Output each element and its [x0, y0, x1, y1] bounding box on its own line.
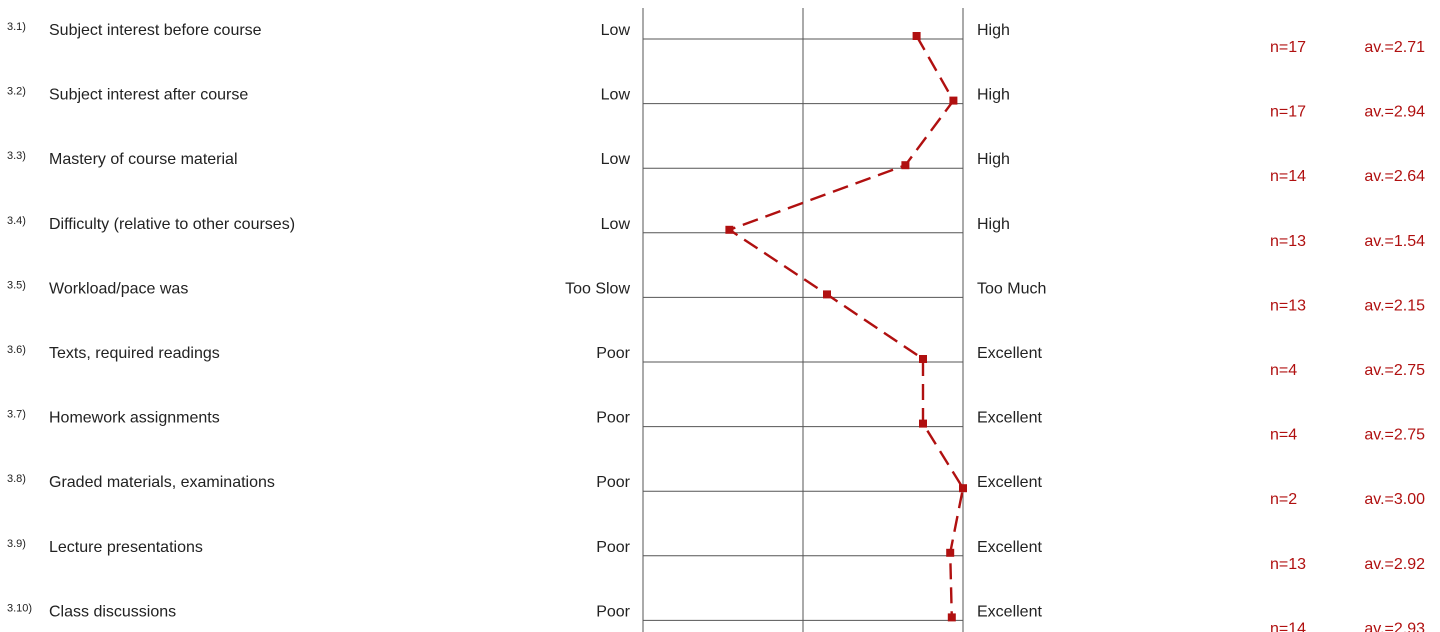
item-number: 3.5)	[7, 279, 26, 291]
average-value: av.=2.64	[1364, 168, 1425, 185]
item-label: Subject interest before course	[49, 22, 262, 39]
item-number: 3.4)	[7, 215, 26, 227]
average-marker	[912, 32, 921, 40]
average-value: av.=2.92	[1364, 556, 1425, 573]
item-number: 3.1)	[7, 21, 26, 33]
item-number: 3.8)	[7, 473, 26, 485]
scale-high-label: Excellent	[977, 539, 1042, 556]
average-value: av.=2.93	[1364, 620, 1425, 632]
item-label: Homework assignments	[49, 410, 220, 427]
item-label: Workload/pace was	[49, 280, 188, 297]
average-marker	[949, 96, 958, 105]
scale-low-label: Low	[601, 22, 631, 39]
scale-low-label: Low	[601, 87, 631, 104]
average-marker	[947, 613, 956, 622]
scale-low-label: Poor	[596, 539, 630, 556]
response-count: n=17	[1270, 39, 1306, 56]
average-value: av.=2.94	[1364, 104, 1425, 121]
scale-low-label: Poor	[596, 410, 630, 427]
response-count: n=13	[1270, 297, 1306, 314]
item-number: 3.7)	[7, 409, 26, 421]
average-value: av.=2.71	[1364, 39, 1425, 56]
average-value: av.=2.75	[1364, 362, 1425, 379]
chart-rows: 3.1) Subject interest before course Low Hig…	[7, 21, 1425, 632]
average-value: av.=2.75	[1364, 427, 1425, 444]
response-count: n=14	[1270, 620, 1306, 632]
item-label: Graded materials, examinations	[49, 474, 275, 491]
average-marker	[919, 355, 927, 363]
average-marker	[919, 419, 927, 428]
item-number: 3.9)	[7, 538, 26, 550]
average-marker	[901, 161, 910, 170]
scale-high-label: High	[977, 151, 1010, 168]
item-number: 3.3)	[7, 150, 26, 162]
item-number: 3.2)	[7, 86, 26, 98]
item-label: Subject interest after course	[49, 87, 248, 104]
item-label: Texts, required readings	[49, 345, 220, 362]
average-marker	[725, 225, 734, 234]
average-value: av.=2.15	[1364, 297, 1425, 314]
scale-high-label: Too Much	[977, 280, 1046, 297]
item-label: Difficulty (relative to other courses)	[49, 216, 295, 233]
average-marker	[823, 290, 831, 299]
response-count: n=13	[1270, 556, 1306, 573]
average-value: av.=1.54	[1364, 233, 1425, 250]
response-count: n=14	[1270, 168, 1306, 185]
scale-low-label: Poor	[596, 474, 630, 491]
scale-high-label: High	[977, 87, 1010, 104]
scale-high-label: Excellent	[977, 410, 1042, 427]
average-marker	[946, 548, 955, 557]
response-count: n=13	[1270, 233, 1306, 250]
item-number: 3.6)	[7, 344, 26, 356]
response-count: n=4	[1270, 362, 1297, 379]
scale-high-label: Excellent	[977, 345, 1042, 362]
average-value: av.=3.00	[1364, 491, 1425, 508]
scale-low-label: Poor	[596, 603, 630, 620]
scale-high-label: Excellent	[977, 603, 1042, 620]
item-label: Lecture presentations	[49, 539, 203, 556]
item-label: Mastery of course material	[49, 151, 238, 168]
scale-low-label: Low	[601, 216, 631, 233]
scale-high-label: High	[977, 22, 1010, 39]
average-series	[725, 32, 967, 622]
average-line	[728, 35, 965, 618]
chart-grid	[642, 8, 964, 632]
response-count: n=4	[1270, 427, 1297, 444]
scale-low-label: Low	[601, 151, 631, 168]
item-number: 3.10)	[7, 602, 32, 614]
average-marker	[959, 484, 967, 493]
scale-low-label: Poor	[596, 345, 630, 362]
scale-low-label: Too Slow	[565, 280, 630, 297]
scale-high-label: Excellent	[977, 474, 1042, 491]
response-count: n=2	[1270, 491, 1297, 508]
response-count: n=17	[1270, 104, 1306, 121]
item-label: Class discussions	[49, 603, 176, 620]
scale-high-label: High	[977, 216, 1010, 233]
